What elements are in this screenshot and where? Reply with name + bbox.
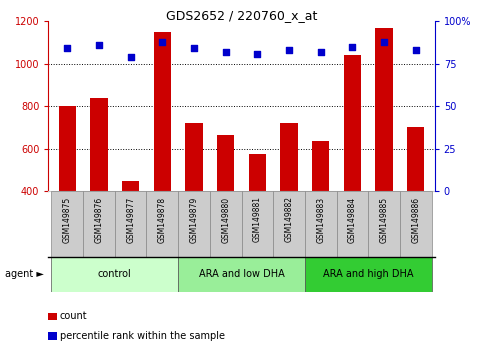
Point — [158, 39, 166, 45]
Bar — [178, 257, 305, 292]
Bar — [83, 191, 115, 257]
Point — [380, 39, 388, 45]
Bar — [242, 191, 273, 257]
Bar — [305, 191, 337, 257]
Point — [285, 47, 293, 53]
Text: ARA and high DHA: ARA and high DHA — [323, 269, 413, 279]
Text: GSM149881: GSM149881 — [253, 196, 262, 242]
Bar — [337, 191, 368, 257]
Bar — [305, 257, 431, 292]
Bar — [115, 191, 146, 257]
Text: GSM149883: GSM149883 — [316, 196, 325, 242]
Text: GSM149879: GSM149879 — [189, 196, 199, 242]
Bar — [312, 141, 329, 276]
Text: GSM149884: GSM149884 — [348, 196, 357, 242]
Bar — [178, 191, 210, 257]
Text: GSM149885: GSM149885 — [380, 196, 388, 242]
Text: GSM149882: GSM149882 — [284, 196, 294, 242]
Bar — [249, 154, 266, 276]
Bar — [217, 135, 234, 276]
Text: GDS2652 / 220760_x_at: GDS2652 / 220760_x_at — [166, 9, 317, 22]
Bar — [185, 123, 203, 276]
Bar — [280, 123, 298, 276]
Bar — [343, 55, 361, 276]
Text: GSM149880: GSM149880 — [221, 196, 230, 242]
Bar — [375, 28, 393, 276]
Text: control: control — [98, 269, 132, 279]
Text: GSM149876: GSM149876 — [95, 196, 103, 242]
Text: GSM149886: GSM149886 — [411, 196, 420, 242]
Text: GSM149878: GSM149878 — [158, 196, 167, 242]
Point — [127, 54, 134, 60]
Bar — [52, 257, 178, 292]
Text: GSM149877: GSM149877 — [126, 196, 135, 242]
Text: ARA and low DHA: ARA and low DHA — [199, 269, 284, 279]
Point — [412, 47, 420, 53]
Text: agent ►: agent ► — [5, 269, 43, 279]
Bar — [210, 191, 242, 257]
Bar — [407, 127, 425, 276]
Point — [254, 51, 261, 56]
Bar — [90, 98, 108, 276]
Text: percentile rank within the sample: percentile rank within the sample — [60, 331, 225, 341]
Bar — [146, 191, 178, 257]
Text: GSM149875: GSM149875 — [63, 196, 72, 242]
Point — [222, 49, 229, 55]
Point — [63, 46, 71, 51]
Text: count: count — [60, 312, 87, 321]
Bar — [368, 191, 400, 257]
Bar — [400, 191, 431, 257]
Bar — [52, 191, 83, 257]
Point — [95, 42, 103, 48]
Bar — [154, 32, 171, 276]
Point — [317, 49, 325, 55]
Bar — [58, 106, 76, 276]
Bar — [122, 181, 140, 276]
Bar — [273, 191, 305, 257]
Point — [190, 46, 198, 51]
Point — [349, 44, 356, 50]
